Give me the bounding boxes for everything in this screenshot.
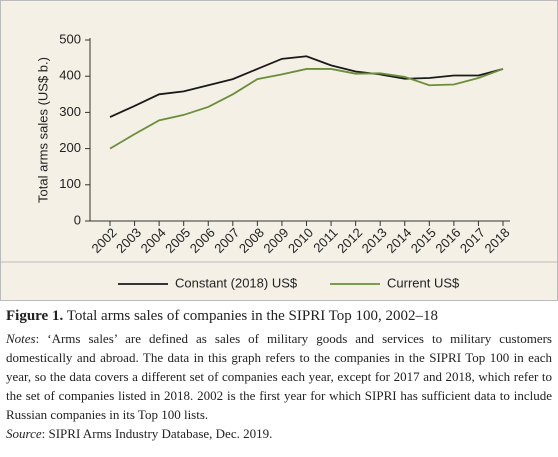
y-tick-label: 400	[59, 68, 81, 83]
y-axis-label: Total arms sales (US$ b.)	[35, 57, 50, 203]
figure-title-text: Total arms sales of companies in the SIP…	[66, 308, 439, 324]
notes-label: Notes	[6, 331, 36, 346]
chart: Total arms sales (US$ b.) 0 100 200 300 400 5…	[0, 0, 558, 301]
y-tick-label: 500	[59, 31, 81, 46]
figure-title: Figure 1. Total arms sales of companies …	[6, 308, 552, 325]
chart-background	[0, 0, 558, 301]
source: Source: SIPRI Arms Industry Database, De…	[6, 424, 552, 443]
notes-text: : ‘Arms sales’ are defined as sales of m…	[6, 331, 552, 422]
y-tick-label: 200	[59, 140, 81, 155]
legend-label: Constant (2018) US$	[175, 275, 298, 290]
caption: Figure 1. Total arms sales of companies …	[6, 308, 552, 443]
y-tick-label: 100	[59, 176, 81, 191]
notes: Notes: ‘Arms sales’ are defined as sales…	[6, 329, 552, 424]
source-label: Source	[6, 426, 42, 441]
series-line	[109, 55, 504, 118]
y-tick-label: 300	[59, 104, 81, 119]
series-line	[109, 68, 504, 150]
y-tick-label: 0	[74, 212, 81, 227]
source-text: : SIPRI Arms Industry Database, Dec. 201…	[41, 426, 273, 441]
figure-label: Figure 1.	[6, 308, 64, 324]
legend-label: Current US$	[387, 275, 460, 290]
